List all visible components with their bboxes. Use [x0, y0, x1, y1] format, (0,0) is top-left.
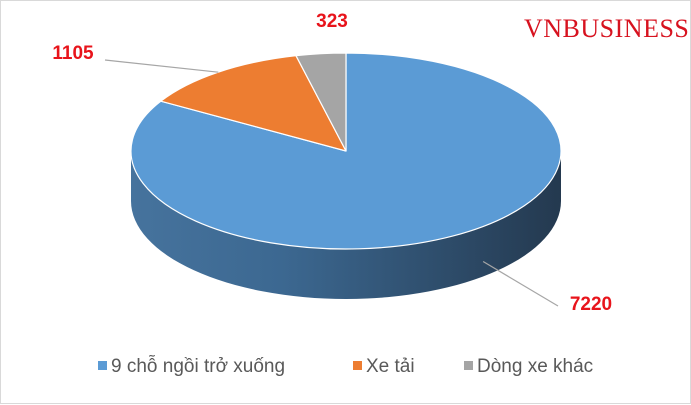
watermark-logo: VNBUSINESS: [524, 14, 689, 43]
legend-swatch-0: [98, 361, 107, 370]
leader-line-1: [104, 59, 219, 73]
legend-label-0: 9 chỗ ngồi trở xuống: [111, 355, 285, 377]
slice-side-0: [131, 151, 561, 299]
legend-swatch-2: [464, 361, 473, 370]
leader-line-0: [482, 260, 559, 307]
slice-2: [295, 52, 347, 152]
data-label-2: 323: [316, 11, 348, 32]
slice-1: [160, 55, 347, 152]
legend-label-1: Xe tải: [366, 356, 415, 377]
legend-swatch-1: [353, 361, 362, 370]
leader-lines: [104, 59, 559, 307]
data-label-1: 1105: [52, 43, 94, 64]
pie-slices: [130, 52, 562, 299]
data-label-0: 7220: [570, 294, 612, 315]
data-labels: 7220 1105 323: [52, 11, 612, 315]
legend: 9 chỗ ngồi trở xuống Xe tải Dòng xe khác: [98, 355, 593, 377]
legend-label-2: Dòng xe khác: [477, 356, 593, 377]
